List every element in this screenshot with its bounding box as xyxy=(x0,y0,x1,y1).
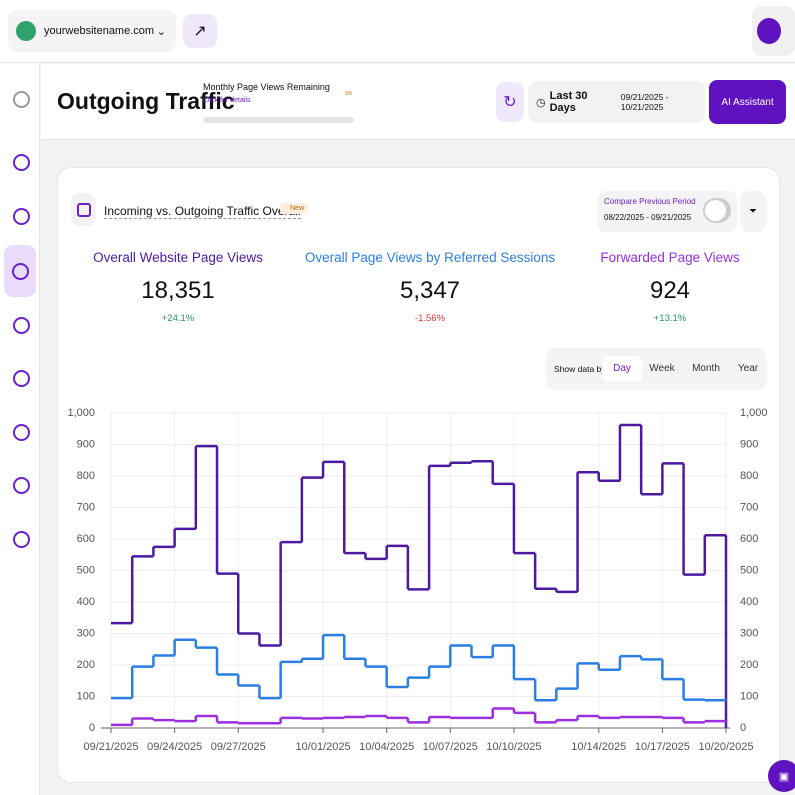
range-label: Last 30 Days xyxy=(549,90,588,114)
nav-item-active[interactable] xyxy=(4,245,36,297)
metric-title: Overall Website Page Views xyxy=(93,250,263,265)
show-by-option[interactable]: Year xyxy=(737,363,759,374)
metric-title: Forwarded Page Views xyxy=(600,250,740,265)
quota-value: ∞ xyxy=(345,88,353,99)
caret: ⌄ xyxy=(156,25,166,38)
show-by-option[interactable]: Day xyxy=(602,356,642,382)
avatar-menu[interactable] xyxy=(752,6,795,56)
nav-item[interactable] xyxy=(4,361,38,395)
new-badge: New xyxy=(280,203,309,214)
quota-bar xyxy=(203,117,354,123)
show-by-label: Show data by: xyxy=(554,364,608,374)
card-title: Incoming vs. Outgoing Traffic Overall xyxy=(104,204,301,219)
compare-dates: 08/22/2025 - 09/21/2025 xyxy=(604,213,692,222)
ai-assistant-button[interactable]: AI Assistant xyxy=(709,80,786,124)
site-name: yourwebsitename.com xyxy=(44,25,155,37)
metric-change: +24.1% xyxy=(161,313,195,324)
site-select[interactable]: yourwebsitename.com ⌄ xyxy=(8,10,176,52)
nav-item[interactable] xyxy=(4,82,38,116)
range-dates: 09/21/2025 - 10/21/2025 xyxy=(620,92,669,112)
quota-link[interactable]: Click for details xyxy=(203,97,251,104)
site-icon xyxy=(16,21,36,41)
date-range[interactable]: ◷ Last 30 Days 09/21/2025 - 10/21/2025 xyxy=(528,81,705,123)
metric-value: 5,347 xyxy=(399,277,461,304)
nav-item[interactable] xyxy=(4,468,38,502)
compare-toggle[interactable] xyxy=(703,198,731,223)
metric-value: 924 xyxy=(649,277,691,304)
metric-value: 18,351 xyxy=(141,277,215,304)
filter-button[interactable]: ⏷ xyxy=(740,191,766,232)
card xyxy=(57,167,780,783)
metric-title: Overall Page Views by Referred Sessions xyxy=(304,250,556,265)
metric-change: -1.56% xyxy=(414,313,446,324)
show-by-option[interactable]: Month xyxy=(692,363,720,374)
metric-change: +13.1% xyxy=(653,313,687,324)
compare-label: Compare Previous Period xyxy=(604,197,696,206)
nav-item[interactable] xyxy=(4,415,38,449)
show-by xyxy=(546,348,766,390)
nav-item[interactable] xyxy=(4,522,38,556)
nav-item[interactable] xyxy=(4,308,38,342)
refresh-button[interactable]: ↻ xyxy=(496,82,524,122)
ai-assistant-label: AI Assistant xyxy=(721,96,774,108)
quota-label: Monthly Page Views Remaining xyxy=(203,82,330,92)
show-by-option[interactable]: Week xyxy=(649,363,675,374)
chat-button[interactable]: ▣ xyxy=(768,760,795,792)
nav-item[interactable] xyxy=(4,199,38,233)
chart-type-button[interactable] xyxy=(71,193,96,226)
external-link[interactable]: ↗ xyxy=(183,14,217,48)
page-title: Outgoing Traffic xyxy=(57,88,235,114)
nav-item[interactable] xyxy=(4,145,38,179)
